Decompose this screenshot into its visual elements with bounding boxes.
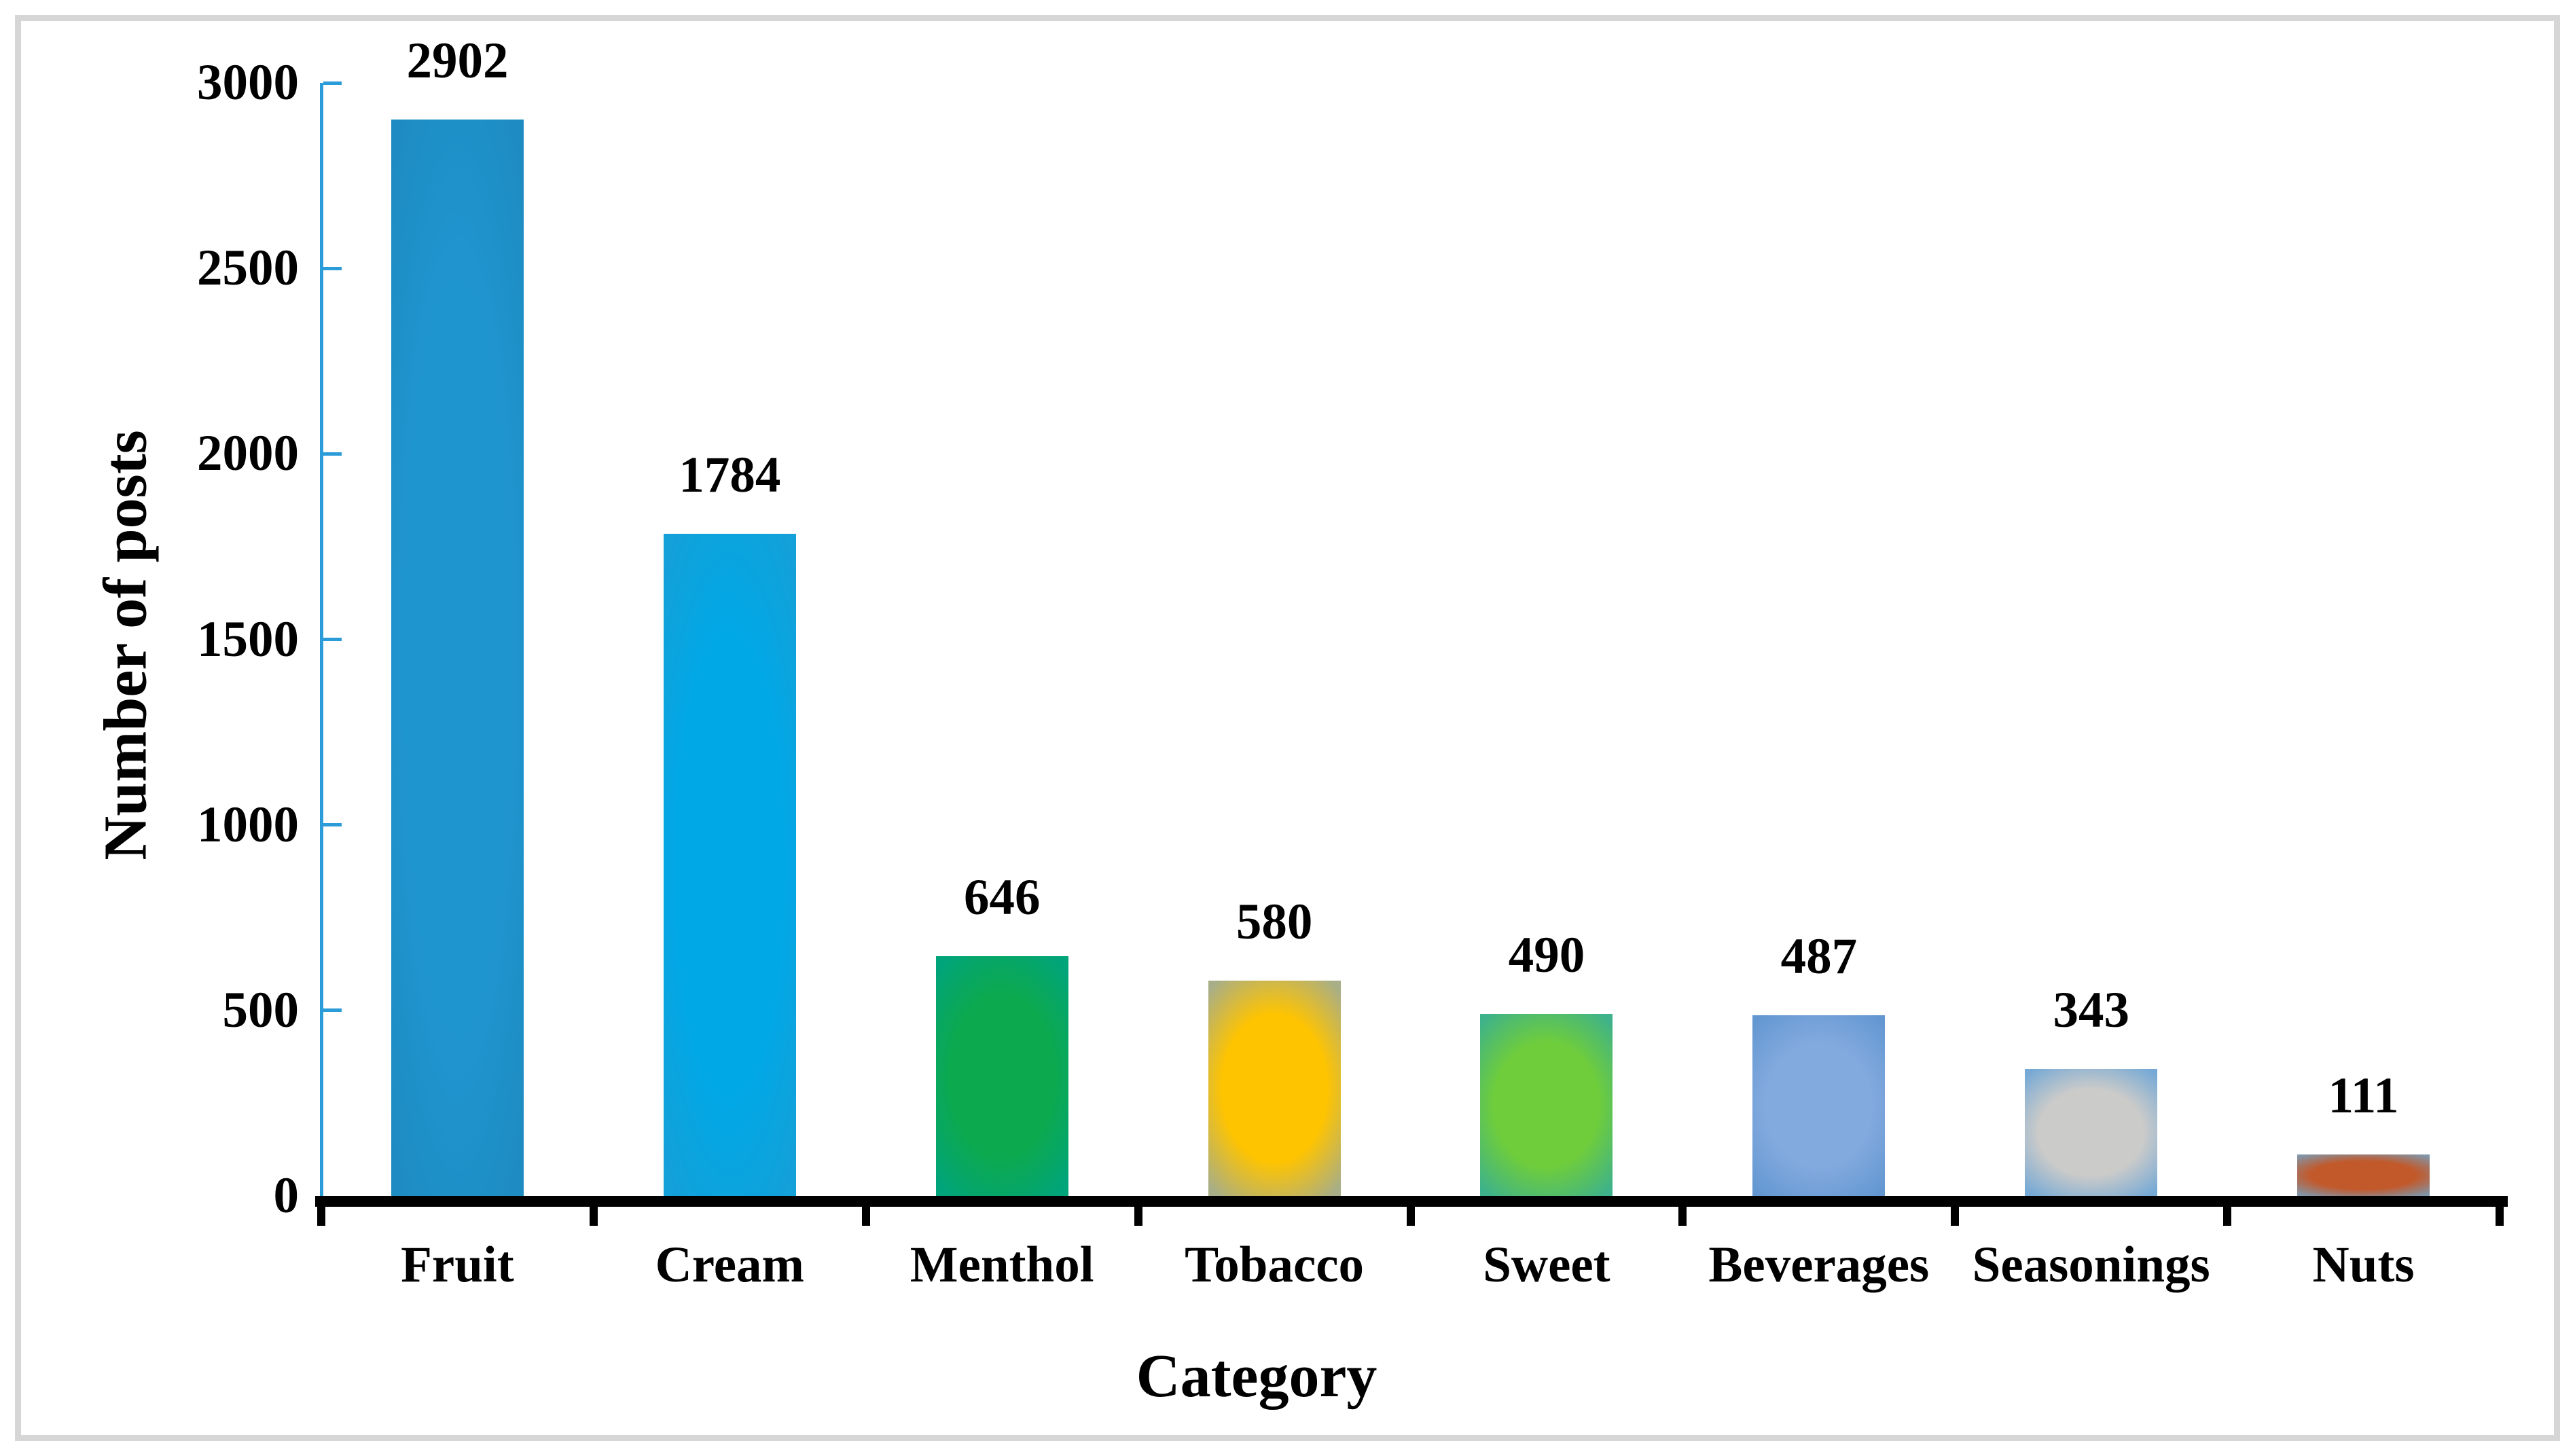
bar-seasonings xyxy=(2025,1069,2158,1196)
bar-value-label: 1784 xyxy=(679,447,781,503)
figure-border xyxy=(15,15,2560,1441)
x-axis-tick xyxy=(2223,1196,2232,1226)
bar-value-label: 490 xyxy=(1508,927,1585,983)
x-axis-tick xyxy=(1678,1196,1687,1226)
y-axis-tick xyxy=(323,638,342,641)
x-axis-title: Category xyxy=(1136,1343,1377,1410)
y-tick-label: 2000 xyxy=(197,425,299,482)
y-axis-line xyxy=(320,83,323,1196)
category-label-sweet: Sweet xyxy=(1483,1237,1610,1293)
bar-tobacco xyxy=(1208,981,1341,1196)
x-axis-tick xyxy=(317,1196,325,1226)
bar-value-label: 2902 xyxy=(406,33,509,89)
category-label-menthol: Menthol xyxy=(910,1237,1094,1293)
bar-nuts xyxy=(2297,1154,2430,1196)
y-tick-label: 1000 xyxy=(197,796,299,853)
y-axis-tick xyxy=(323,452,342,456)
bar-cream xyxy=(663,534,796,1196)
bar-value-label: 343 xyxy=(2053,982,2129,1038)
y-tick-label: 0 xyxy=(273,1167,300,1224)
y-tick-label: 1500 xyxy=(197,611,299,668)
category-label-tobacco: Tobacco xyxy=(1185,1237,1365,1293)
bar-sweet xyxy=(1480,1014,1613,1196)
y-tick-label: 2500 xyxy=(197,240,299,297)
bar-menthol xyxy=(935,956,1068,1196)
y-axis-tick xyxy=(323,1008,342,1013)
x-axis-tick xyxy=(2496,1196,2504,1226)
bar-fruit xyxy=(391,120,524,1196)
category-label-beverages: Beverages xyxy=(1708,1237,1930,1293)
y-axis-tick xyxy=(323,81,342,85)
category-label-fruit: Fruit xyxy=(401,1237,514,1293)
bar-value-label: 111 xyxy=(2328,1068,2399,1124)
category-label-cream: Cream xyxy=(655,1237,804,1293)
y-tick-label: 3000 xyxy=(197,54,299,111)
x-axis-tick xyxy=(1951,1196,1960,1226)
bar-value-label: 646 xyxy=(963,869,1041,926)
x-axis-tick xyxy=(589,1196,598,1226)
category-label-seasonings: Seasonings xyxy=(1972,1237,2210,1293)
y-axis-tick xyxy=(323,266,342,270)
bar-value-label: 487 xyxy=(1780,928,1858,985)
category-label-nuts: Nuts xyxy=(2312,1237,2415,1293)
y-axis-tick xyxy=(323,823,342,827)
bar-beverages xyxy=(1752,1015,1886,1196)
y-tick-label: 500 xyxy=(222,981,300,1038)
bar-value-label: 580 xyxy=(1236,894,1313,950)
x-axis-tick xyxy=(1134,1196,1142,1226)
x-axis-tick xyxy=(861,1196,870,1226)
x-axis-tick xyxy=(1406,1196,1415,1226)
